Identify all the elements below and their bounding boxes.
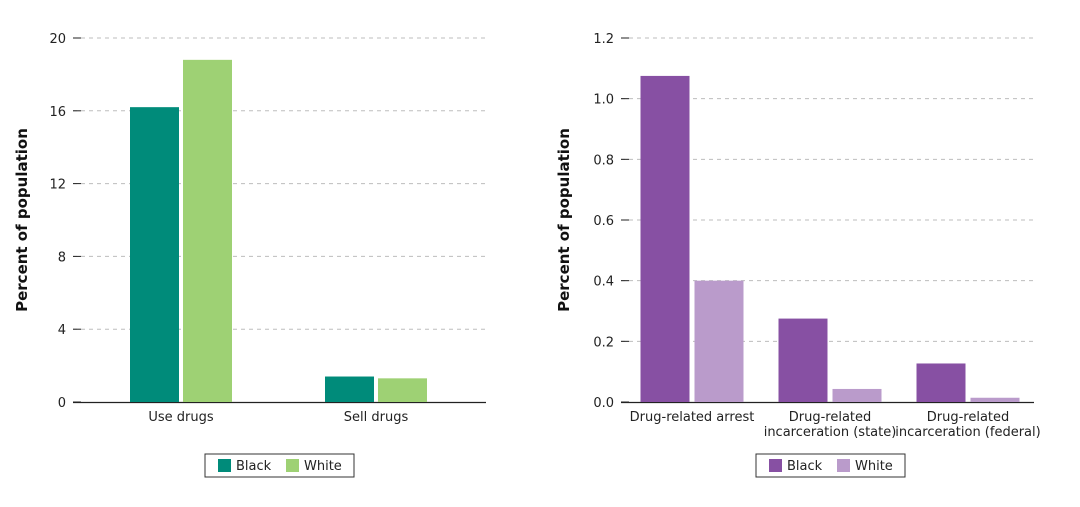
legend-box [204, 453, 355, 478]
legend-label-white: White [304, 459, 342, 474]
bar-white [832, 388, 882, 402]
y-tick-label: 8 [58, 250, 66, 265]
x-category-label: incarceration (federal) [895, 425, 1040, 440]
bar-white [183, 59, 232, 403]
legend-swatch-black [769, 459, 782, 472]
y-tick-label: 1.2 [593, 32, 614, 47]
bar-black [325, 376, 374, 402]
x-category-label: Drug-related [927, 410, 1010, 425]
legend-label-white: White [855, 459, 893, 474]
y-tick-label: 0.4 [593, 275, 614, 290]
legend: Black White [755, 453, 906, 478]
bar-black [640, 75, 690, 403]
bar-white [970, 397, 1020, 402]
legend-box [755, 453, 906, 478]
legend-label-black: Black [236, 459, 272, 474]
chart-drug-arrests-and-incarceration: 0.0 0.2 0.4 0.6 0.8 1.0 1.2 Percent of populati… [555, 32, 1041, 478]
x-category-label: Drug-related [789, 410, 872, 425]
y-tick-label: 1.0 [593, 93, 614, 108]
y-axis-label: Percent of population [13, 128, 31, 312]
y-tick-label: 0.0 [593, 396, 614, 411]
bar-black [916, 363, 966, 402]
x-category-label: Use drugs [148, 410, 214, 425]
legend-swatch-white [837, 459, 850, 472]
y-tick-label: 0.2 [593, 335, 614, 350]
y-axis-label: Percent of population [555, 128, 573, 312]
bar-white [694, 280, 744, 402]
y-tick-label: 4 [58, 323, 66, 338]
x-category-label: Drug-related arrest [630, 410, 755, 425]
legend-swatch-white [286, 459, 299, 472]
y-tick-label: 0.8 [593, 153, 614, 168]
y-tick-label: 0.6 [593, 214, 614, 229]
bar-black [130, 107, 179, 402]
x-category-label: Sell drugs [344, 410, 409, 425]
x-category-label: incarceration (state) [764, 425, 897, 440]
legend-label-black: Black [787, 459, 823, 474]
y-tick-label: 16 [49, 105, 66, 120]
y-tick-label: 12 [49, 178, 66, 193]
y-tick-label: 20 [49, 32, 66, 47]
bar-black [778, 318, 828, 402]
y-tick-label: 0 [58, 396, 66, 411]
chart-drug-use-and-sales: 0 4 8 12 16 20 Percent of population Use drugs S… [13, 32, 486, 478]
legend-swatch-black [218, 459, 231, 472]
bar-white [378, 378, 427, 402]
legend: Black White [204, 453, 355, 478]
